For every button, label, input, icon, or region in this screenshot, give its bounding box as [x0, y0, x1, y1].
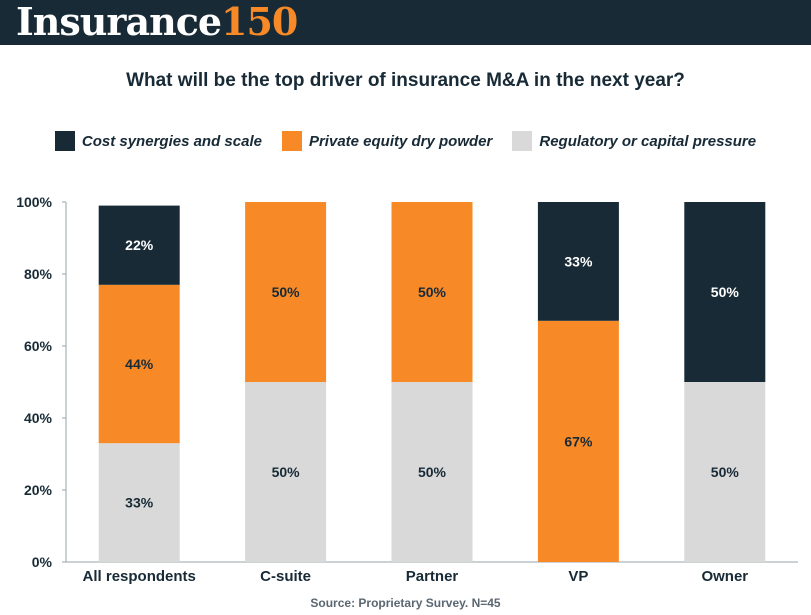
bar-segment-cost-synergies-and-scale — [684, 202, 766, 382]
x-category-label: All respondents — [83, 568, 196, 585]
logo-number: 150 — [221, 0, 298, 44]
x-category-label: C-suite — [260, 568, 311, 585]
data-label: 50% — [711, 464, 740, 480]
legend-swatch-regulatory — [512, 131, 533, 151]
bar-segment-cost-synergies-and-scale — [98, 205, 180, 285]
bar-segment-regulatory-or-capital-pressure — [98, 443, 180, 562]
legend-swatch-private-equity — [281, 131, 302, 151]
data-label: 50% — [418, 284, 447, 300]
y-tick-label: 100% — [16, 194, 52, 210]
bar-segment-private-equity-dry-powder — [537, 320, 619, 562]
data-label: 67% — [564, 433, 593, 449]
source-note: Source: Proprietary Survey. N=45 — [310, 596, 501, 610]
y-tick-label: 40% — [24, 410, 53, 426]
bar-segment-private-equity-dry-powder — [391, 202, 473, 382]
bar-segment-regulatory-or-capital-pressure — [391, 382, 473, 562]
bar-segment-regulatory-or-capital-pressure — [245, 382, 327, 562]
x-category-label: Owner — [701, 568, 748, 585]
chart-title: What will be the top driver of insurance… — [126, 70, 685, 91]
x-category-label: Partner — [406, 568, 459, 585]
data-label: 33% — [125, 495, 154, 511]
data-label: 22% — [125, 237, 154, 253]
bar-segment-private-equity-dry-powder — [245, 202, 327, 382]
y-tick-label: 80% — [24, 266, 53, 282]
data-label: 50% — [711, 284, 740, 300]
data-label: 50% — [418, 464, 447, 480]
legend-item-regulatory: Regulatory or capital pressure — [512, 131, 756, 151]
header-bar: Insurance150 — [0, 0, 811, 45]
x-category-label: VP — [568, 568, 588, 585]
bar-segment-private-equity-dry-powder — [98, 284, 180, 444]
brand-logo: Insurance150 — [16, 0, 298, 47]
y-tick-label: 60% — [24, 338, 53, 354]
data-label: 50% — [272, 464, 301, 480]
data-label: 33% — [564, 253, 593, 269]
y-tick-label: 0% — [32, 554, 53, 570]
y-tick-label: 20% — [24, 482, 53, 498]
legend-swatch-cost-synergies — [54, 131, 75, 151]
legend-label-cost-synergies: Cost synergies and scale — [81, 132, 262, 150]
logo-word: Insurance — [16, 0, 222, 44]
stacked-bar-chart: 0% 20% 40% 60% 80% 100% 33% 44% 22% All responden… — [16, 194, 798, 585]
legend-item-cost-synergies: Cost synergies and scale — [54, 131, 262, 151]
legend-label-regulatory: Regulatory or capital pressure — [539, 132, 757, 150]
legend-item-private-equity: Private equity dry powder — [281, 131, 493, 151]
chart-legend: Cost synergies and scale Private equity … — [0, 131, 811, 151]
data-label: 44% — [125, 356, 154, 372]
bar-segment-cost-synergies-and-scale — [537, 202, 619, 321]
bar-segment-regulatory-or-capital-pressure — [684, 382, 766, 562]
legend-label-private-equity: Private equity dry powder — [308, 132, 493, 150]
data-label: 50% — [272, 284, 301, 300]
